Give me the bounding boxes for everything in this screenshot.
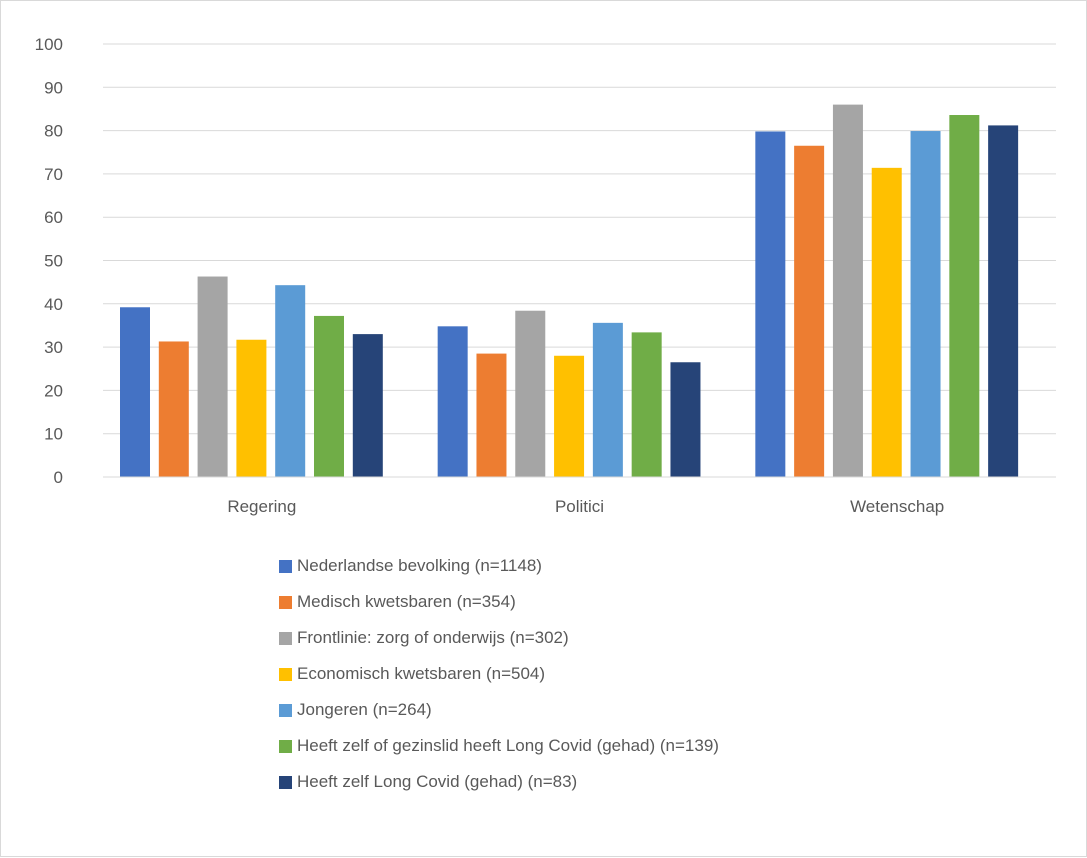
bar [197, 276, 228, 477]
legend-item: Frontlinie: zorg of onderwijs (n=302) [279, 626, 899, 662]
y-axis-ticks: 0 10 20 30 40 50 60 70 80 90 100 [35, 35, 63, 487]
y-tick-label: 60 [44, 208, 63, 227]
x-tick-label: Wetenschap [850, 497, 944, 516]
legend-label: Jongeren (n=264) [297, 700, 432, 719]
y-tick-label: 40 [44, 295, 63, 314]
legend-swatch [279, 668, 292, 681]
legend-swatch [279, 776, 292, 789]
legend-swatch [279, 740, 292, 753]
legend-label: Frontlinie: zorg of onderwijs (n=302) [297, 628, 569, 647]
legend-item: Medisch kwetsbaren (n=354) [279, 590, 899, 626]
y-tick-label: 50 [44, 252, 63, 271]
bar [670, 362, 701, 477]
bar [910, 131, 941, 477]
legend-label: Nederlandse bevolking (n=1148) [297, 556, 542, 575]
legend-label: Medisch kwetsbaren (n=354) [297, 592, 516, 611]
bar [236, 339, 267, 477]
y-tick-label: 90 [44, 78, 63, 97]
bar [794, 145, 825, 477]
legend-item: Heeft zelf of gezinslid heeft Long Covid… [279, 734, 899, 770]
bar [592, 322, 623, 477]
bar [871, 167, 902, 477]
bar [554, 355, 585, 477]
legend-item: Nederlandse bevolking (n=1148) [279, 554, 899, 590]
legend-item: Jongeren (n=264) [279, 698, 899, 734]
legend-label: Economisch kwetsbaren (n=504) [297, 664, 546, 683]
legend-swatch [279, 704, 292, 717]
legend: Nederlandse bevolking (n=1148) Medisch kw… [279, 554, 899, 806]
bar [949, 115, 980, 478]
bar [437, 326, 468, 477]
bar [515, 310, 546, 477]
bar [755, 131, 786, 477]
bar [275, 285, 306, 477]
bar [120, 307, 150, 477]
legend-item: Heeft zelf Long Covid (gehad) (n=83) [279, 770, 899, 806]
legend-label: Heeft zelf of gezinslid heeft Long Covid… [297, 736, 719, 755]
legend-label: Heeft zelf Long Covid (gehad) (n=83) [297, 772, 578, 791]
y-tick-label: 0 [54, 468, 63, 487]
legend-swatch [279, 596, 292, 609]
legend-item: Economisch kwetsbaren (n=504) [279, 662, 899, 698]
legend-swatch [279, 632, 292, 645]
legend-swatch [279, 560, 292, 573]
y-tick-label: 30 [44, 338, 63, 357]
bar [352, 334, 383, 477]
bar [988, 125, 1019, 478]
y-tick-label: 100 [35, 35, 63, 54]
y-tick-label: 10 [44, 425, 63, 444]
bar [314, 315, 344, 477]
y-tick-label: 80 [44, 122, 63, 141]
bar [158, 341, 189, 477]
bars [120, 104, 1019, 478]
y-tick-label: 20 [44, 381, 63, 400]
bar [631, 332, 662, 477]
x-axis-ticks: Regering Politici Wetenschap [227, 497, 944, 516]
x-tick-label: Regering [227, 497, 296, 516]
bar [476, 353, 507, 477]
x-tick-label: Politici [555, 497, 604, 516]
y-tick-label: 70 [44, 165, 63, 184]
bar [832, 104, 863, 478]
